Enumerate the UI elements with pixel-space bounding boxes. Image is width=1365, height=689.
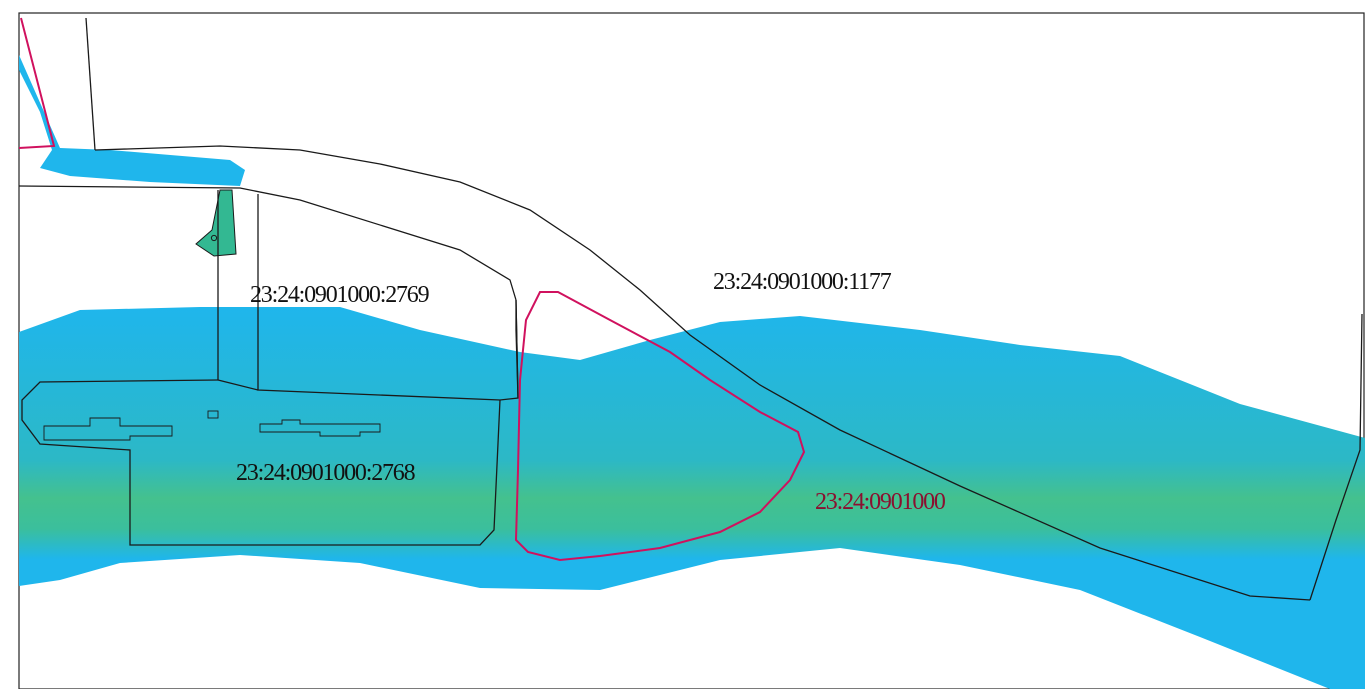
block-boundary-0901000: [514, 291, 806, 562]
road-lower-edge: [18, 185, 517, 301]
parcel-2768-outline: [21, 379, 501, 546]
block-boundary-corner: [18, 17, 56, 149]
small-building: [207, 410, 219, 419]
pier-structure-right: [259, 419, 381, 437]
road-left-edge: [85, 17, 96, 151]
parcel-label-2769: 23:24:0901000:2769: [250, 282, 430, 308]
parcel-2768-upper-edge: [217, 379, 259, 391]
small-marker-icon: [210, 234, 218, 242]
river-water: [19, 307, 1365, 689]
parcel-1177-east-edge: [1309, 313, 1363, 601]
block-label-0901000: 23:24:0901000: [815, 489, 946, 515]
pier-structure-left: [43, 417, 173, 441]
channel-water: [19, 55, 245, 186]
parcel-1177-west-edge: [515, 299, 519, 399]
parcel-label-2768: 23:24:0901000:2768: [236, 460, 416, 486]
parcel-boundaries: [18, 17, 1363, 601]
road-upper-edge: [94, 145, 1311, 601]
parcel-label-1177: 23:24:0901000:1177: [713, 269, 892, 295]
structures: [43, 410, 381, 441]
channel-green-patch: [195, 189, 237, 257]
